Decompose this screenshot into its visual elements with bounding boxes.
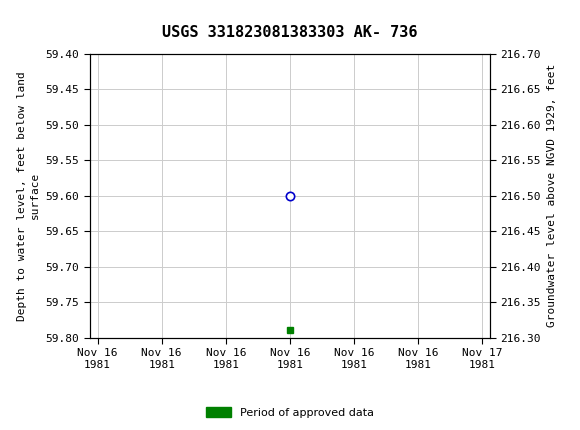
Legend: Period of approved data: Period of approved data [202,403,378,422]
Text: USGS 331823081383303 AK- 736: USGS 331823081383303 AK- 736 [162,25,418,40]
Y-axis label: Groundwater level above NGVD 1929, feet: Groundwater level above NGVD 1929, feet [546,64,557,327]
Text: USGS: USGS [52,12,107,29]
Y-axis label: Depth to water level, feet below land
surface: Depth to water level, feet below land su… [17,71,40,320]
